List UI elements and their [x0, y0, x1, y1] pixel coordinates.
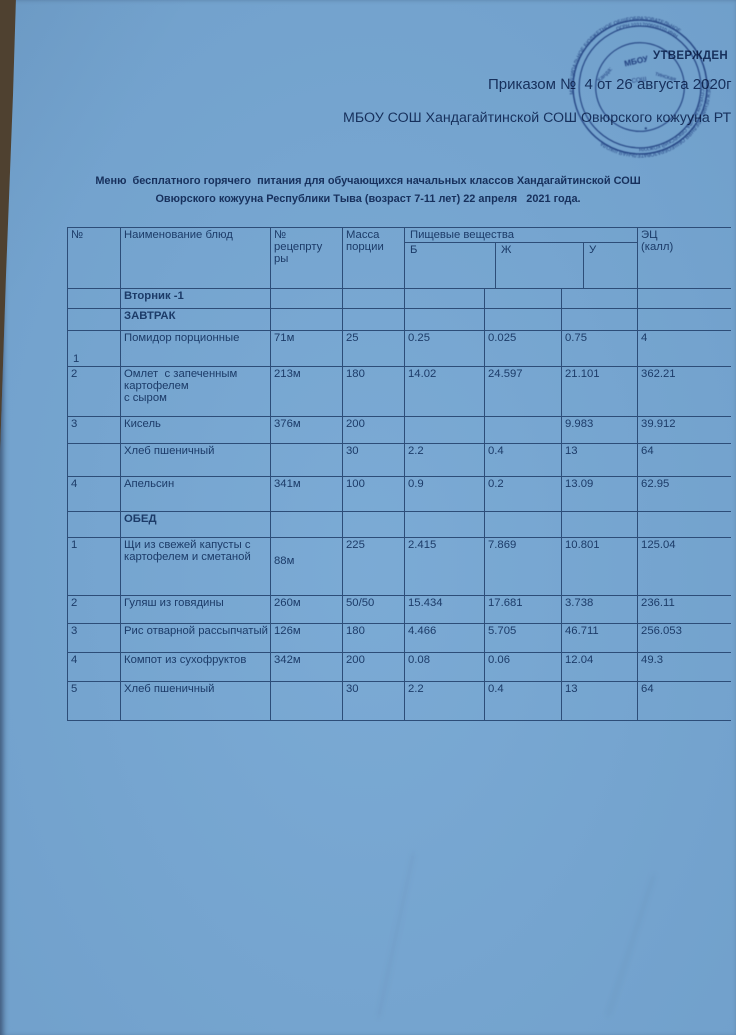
svg-text:СОШ: СОШ	[631, 76, 647, 85]
svg-text:тинская: тинская	[654, 71, 676, 83]
svg-text:МБОУ: МБОУ	[623, 54, 649, 68]
